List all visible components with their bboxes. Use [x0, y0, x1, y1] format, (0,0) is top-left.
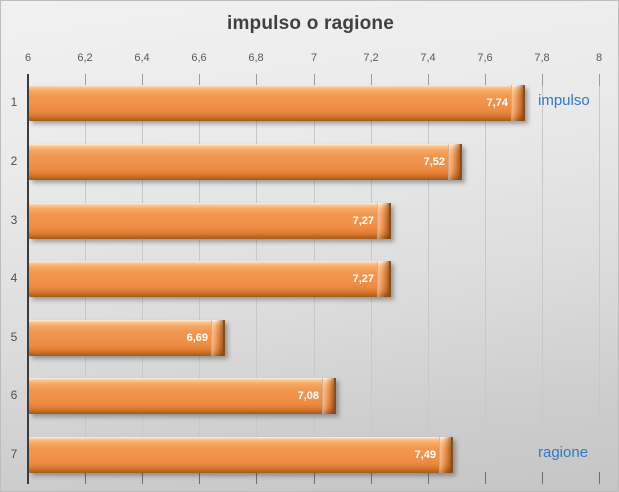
bar-end-cap [439, 437, 453, 473]
bar-end-cap [322, 378, 336, 414]
bar-end-cap [448, 144, 462, 180]
gridline [485, 74, 486, 471]
x-axis-tick-top [314, 74, 315, 86]
bar: 7,27 [29, 203, 391, 239]
gridline [428, 74, 429, 471]
gridline [542, 74, 543, 471]
bar-end-cap [377, 203, 391, 239]
x-axis-tick-top [542, 74, 543, 86]
bar-value-label: 7,49 [414, 449, 436, 461]
bar: 7,27 [29, 261, 391, 297]
y-axis-category-label: 2 [10, 154, 18, 168]
bar-end-cap [511, 85, 525, 121]
x-axis-tick-bottom [142, 472, 143, 484]
bar-end-cap [377, 261, 391, 297]
x-axis-tick-bottom [256, 472, 257, 484]
bar-value-label: 7,52 [423, 156, 445, 168]
x-axis-tick-top [485, 74, 486, 86]
gridline [599, 74, 600, 471]
x-axis-tick-top [371, 74, 372, 86]
bar: 7,52 [29, 144, 462, 180]
series-label-impulso: impulso [538, 92, 590, 109]
x-axis-tick-top [428, 74, 429, 86]
x-axis-tick-bottom [85, 472, 86, 484]
bar-value-label: 6,69 [186, 332, 208, 344]
bar: 7,08 [29, 378, 336, 414]
x-axis-tick-bottom [485, 472, 486, 484]
x-axis-tick-label: 7,2 [363, 52, 379, 64]
x-axis-tick-top [85, 74, 86, 86]
x-axis-tick-top [199, 74, 200, 86]
x-axis-tick-label: 7,6 [477, 52, 493, 64]
y-axis-category-label: 7 [10, 447, 18, 461]
x-axis-tick-label: 6,6 [191, 52, 207, 64]
chart-title: impulso o ragione [226, 13, 395, 34]
x-axis-tick-label: 6 [24, 52, 32, 64]
x-axis-tick-bottom [428, 472, 429, 484]
x-axis-tick-label: 6,4 [134, 52, 150, 64]
x-axis-tick-bottom [599, 472, 600, 484]
x-axis-tick-top [599, 74, 600, 86]
bar: 7,49 [29, 437, 453, 473]
x-axis-tick-top [142, 74, 143, 86]
x-axis-tick-label: 7 [310, 52, 318, 64]
y-axis-category-label: 5 [10, 330, 18, 344]
x-axis-tick-label: 7,4 [420, 52, 436, 64]
bar-value-label: 7,27 [352, 215, 374, 227]
bar-end-cap [211, 320, 225, 356]
x-axis-tick-label: 7,8 [534, 52, 550, 64]
x-axis-tick-bottom [371, 472, 372, 484]
x-axis-tick-label: 8 [595, 52, 603, 64]
x-axis-tick-bottom [542, 472, 543, 484]
bar: 7,74 [29, 85, 525, 121]
y-axis-category-label: 6 [10, 388, 18, 402]
y-axis-category-label: 1 [10, 95, 18, 109]
x-axis-tick-label: 6,8 [248, 52, 264, 64]
series-label-ragione: ragione [538, 444, 589, 461]
bar-value-label: 7,27 [352, 273, 374, 285]
x-axis-tick-label: 6,2 [77, 52, 93, 64]
bar: 6,69 [29, 320, 225, 356]
x-axis-tick-bottom [199, 472, 200, 484]
x-axis-tick-top [256, 74, 257, 86]
y-axis-category-label: 4 [10, 271, 18, 285]
y-axis-line [27, 74, 29, 484]
x-axis-tick-bottom [314, 472, 315, 484]
bar-value-label: 7,08 [297, 390, 319, 402]
y-axis-category-label: 3 [10, 213, 18, 227]
bar-value-label: 7,74 [486, 97, 508, 109]
